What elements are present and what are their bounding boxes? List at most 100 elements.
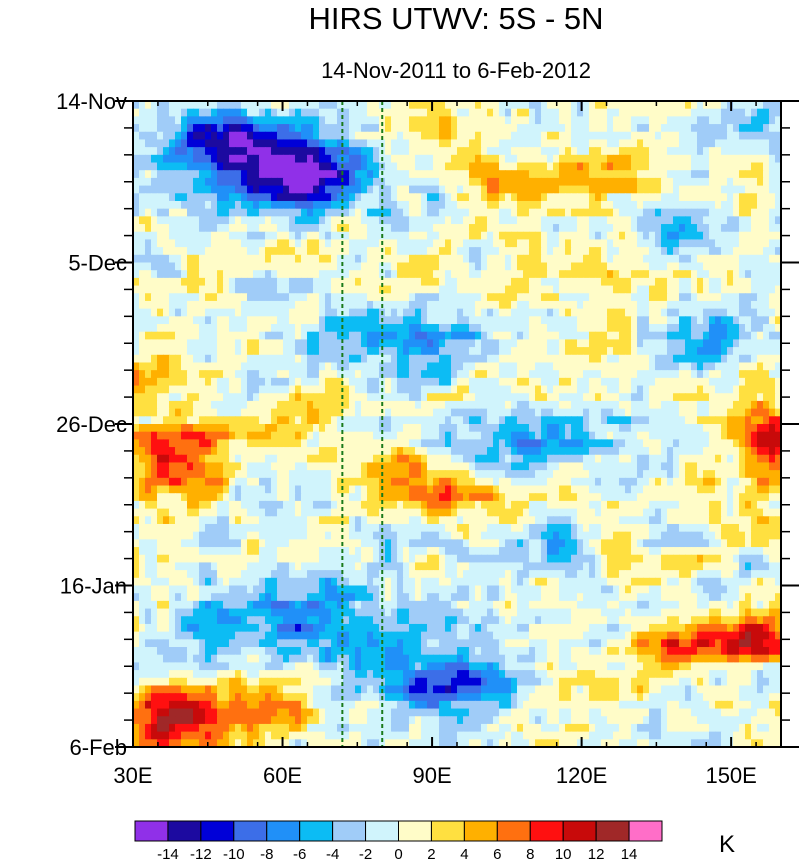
heatmap-cell [391,101,398,110]
heatmap-cell [247,231,254,241]
heatmap-cell [427,116,434,125]
heatmap-cell [577,439,584,448]
heatmap-cell [571,316,578,325]
heatmap-cell [583,239,590,248]
heatmap-cell [427,239,434,248]
heatmap-cell [733,308,740,317]
heatmap-cell [673,270,680,279]
heatmap-cell [217,277,224,287]
heatmap-cell [571,277,578,287]
heatmap-cell [517,285,524,294]
heatmap-cell [655,300,662,310]
heatmap-cell [331,247,338,256]
heatmap-cell [247,370,254,379]
heatmap-cell [697,316,704,325]
heatmap-cell [775,239,781,248]
heatmap-cell [307,339,314,348]
heatmap-cell [139,308,146,317]
heatmap-cell [289,416,296,425]
heatmap-cell [295,300,302,310]
heatmap-cell [295,224,302,233]
heatmap-cell [217,208,224,217]
heatmap-cell [529,370,536,379]
heatmap-cell [535,347,542,356]
heatmap-cell [205,324,212,333]
heatmap-cell [193,393,200,402]
heatmap-cell [217,454,224,464]
heatmap-cell [559,208,566,217]
heatmap-cell [583,354,590,364]
heatmap-cell [433,193,440,202]
heatmap-cell [343,331,350,340]
heatmap-cell [235,439,242,448]
heatmap-cell [415,324,422,333]
heatmap-cell [247,224,254,233]
heatmap-cell [379,131,386,141]
heatmap-cell [685,447,692,456]
heatmap-cell [445,339,452,348]
heatmap-cell [535,424,542,433]
heatmap-cell [175,139,182,148]
heatmap-cell [553,254,560,264]
heatmap-cell [175,147,182,156]
heatmap-cell [409,347,416,356]
heatmap-cell [403,139,410,148]
heatmap-cell [541,154,548,164]
heatmap-cell [589,154,596,164]
heatmap-cell [529,224,536,233]
heatmap-cell [343,239,350,248]
heatmap-cell [469,231,476,241]
heatmap-cell [505,385,512,394]
heatmap-cell [253,416,260,425]
heatmap-cell [457,400,464,410]
heatmap-cell [427,216,434,225]
heatmap-cell [337,254,344,264]
heatmap-cell [361,124,368,133]
heatmap-cell [175,124,182,133]
heatmap-cell [757,347,764,356]
heatmap-cell [181,247,188,256]
heatmap-cell [229,239,236,248]
heatmap-cell [661,431,668,440]
heatmap-cell [409,108,416,117]
heatmap-cell [493,324,500,333]
heatmap-cell [253,431,260,440]
heatmap-cell [625,185,632,194]
heatmap-cell [595,408,602,417]
heatmap-cell [613,362,620,371]
heatmap-cell [391,439,398,448]
heatmap-cell [613,377,620,387]
heatmap-cell [661,108,668,117]
heatmap-cell [439,101,446,110]
heatmap-cell [481,116,488,125]
heatmap-cell [451,354,458,364]
heatmap-cell [385,277,392,287]
heatmap-cell [463,316,470,325]
heatmap-cell [463,185,470,194]
heatmap-cell [403,247,410,256]
heatmap-cell [139,400,146,410]
heatmap-cell [607,170,614,179]
heatmap-cell [529,262,536,271]
heatmap-cell [607,316,614,325]
heatmap-cell [661,131,668,141]
heatmap-cell [613,331,620,340]
heatmap-cell [487,447,494,456]
heatmap-cell [649,247,656,256]
heatmap-cell [475,162,482,171]
heatmap-cell [595,362,602,371]
heatmap-cell [475,339,482,348]
heatmap-cell [493,308,500,317]
heatmap-cell [691,277,698,287]
heatmap-cell [613,400,620,410]
heatmap-cell [235,347,242,356]
heatmap-cell [343,154,350,164]
heatmap-cell [175,101,182,110]
heatmap-cell [511,216,518,225]
heatmap-cell [355,424,362,433]
heatmap-cell [715,101,722,110]
heatmap-cell [625,193,632,202]
heatmap-cell [493,185,500,194]
heatmap-cell [499,224,506,233]
heatmap-cell [655,254,662,264]
